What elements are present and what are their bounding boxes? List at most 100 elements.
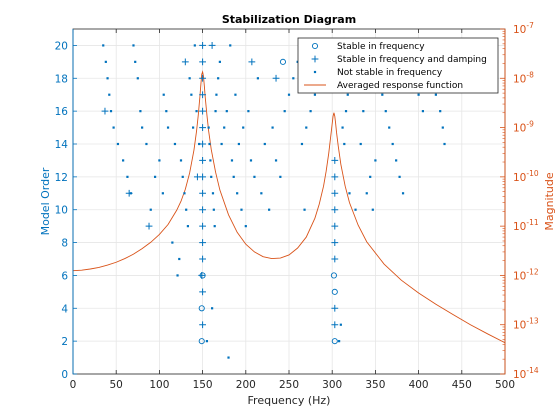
marker-not-stable [176,274,179,277]
marker-not-stable [211,192,215,195]
x-tick-label: 150 [193,379,213,391]
marker-not-stable [365,192,368,195]
marker-not-stable [186,225,190,228]
right-tick-label: 10-8 [513,70,534,85]
x-tick-label: 450 [452,379,472,391]
marker-not-stable [417,93,420,96]
marker-not-stable [136,77,139,80]
marker-stable-damping [331,321,339,329]
marker-not-stable [313,93,317,96]
marker-not-stable [346,93,349,96]
marker-not-stable [178,257,181,261]
marker-not-stable [179,159,183,162]
marker-not-stable [223,126,226,129]
marker-not-stable [359,142,362,146]
legend-entry-label: Stable in frequency [337,42,425,52]
right-axis-ticks: 10-14 10-13 10-12 10-11 10-10 10-9 10-8 10-7 [500,21,539,381]
marker-stable-damping [199,255,206,263]
marker-not-stable [279,175,282,178]
right-tick-label: 10-14 [513,366,539,381]
marker-not-stable [300,142,304,146]
marker-stable-damping [199,222,206,230]
marker-not-stable [244,225,247,228]
marker-not-stable [145,142,148,146]
marker-not-stable [348,192,351,195]
marker-not-stable [354,208,357,211]
marker-not-stable [369,175,372,178]
marker-not-stable [343,142,346,146]
marker-stable-damping [331,304,339,312]
marker-stable-damping [194,173,201,181]
marker-stable-damping [331,255,339,263]
marker-stable-frequency [279,58,287,65]
marker-not-stable [158,159,161,162]
marker-not-stable [211,307,214,310]
marker-not-stable [171,241,174,244]
marker-not-stable [371,208,374,211]
right-axis-label: Magnitude [543,172,556,231]
marker-not-stable [208,142,211,146]
marker-not-stable [139,110,142,113]
marker-stable-damping [311,55,319,63]
marker-stable-damping [199,42,206,49]
y-axis-label: Model Order [39,167,52,235]
marker-stable-damping [272,74,280,82]
y-tick-label: 6 [61,270,68,282]
x-axis-ticks: 0 50 100 150 200 250 300 350 400 450 500 [70,29,515,391]
marker-stable-damping [199,58,206,66]
marker-stable-damping [199,157,206,164]
x-tick-label: 250 [279,379,299,391]
marker-stable-damping [199,140,206,148]
x-tick-label: 0 [70,379,77,391]
marker-not-stable [190,93,193,96]
y-tick-label: 2 [61,336,68,348]
marker-stable-damping [331,157,339,164]
right-tick-label: 10-10 [513,169,539,184]
marker-stable-damping [331,239,339,246]
marker-not-stable [242,126,245,129]
right-tick-label: 10-12 [513,267,539,282]
marker-not-stable [339,323,342,326]
marker-stable-damping [331,189,339,197]
marker-not-stable [263,142,266,146]
right-tick-label: 10-7 [513,21,534,36]
marker-not-stable [341,126,344,129]
x-axis-label: Frequency (Hz) [248,394,331,407]
marker-stable-damping [248,58,256,66]
marker-not-stable [249,159,253,162]
marker-not-stable [195,110,198,113]
x-tick-label: 500 [495,379,515,391]
x-tick-label: 400 [409,379,429,391]
marker-not-stable [126,175,129,178]
marker-not-stable [230,159,234,162]
marker-not-stable [401,192,405,195]
marker-not-stable [149,208,152,211]
marker-not-stable [162,93,165,96]
marker-not-stable [108,93,111,96]
chart-title: Stabilization Diagram [222,13,356,26]
y-tick-label: 4 [61,303,68,315]
legend-entry-label: Stable in frequency and damping [337,55,487,65]
x-tick-label: 100 [149,379,169,391]
marker-not-stable [268,208,271,211]
y-axis-ticks: 0 2 4 6 8 10 12 14 16 18 20 [55,29,77,381]
y-tick-label: 20 [55,40,68,52]
marker-not-stable [398,175,401,178]
marker-not-stable [161,192,164,195]
marker-not-stable [183,192,186,195]
marker-not-stable [395,159,398,162]
marker-stable-damping [101,107,109,115]
marker-stable-damping [199,288,206,296]
marker-not-stable [141,126,144,129]
marker-not-stable [434,93,437,96]
marker-not-stable [303,208,306,211]
marker-not-stable [260,192,263,195]
marker-stable-frequency [198,338,205,345]
marker-not-stable [220,142,223,146]
marker-not-stable [421,110,425,113]
marker-not-stable [240,208,243,211]
marker-not-stable [129,192,132,195]
x-tick-label: 300 [322,379,342,391]
marker-not-stable [134,60,137,63]
